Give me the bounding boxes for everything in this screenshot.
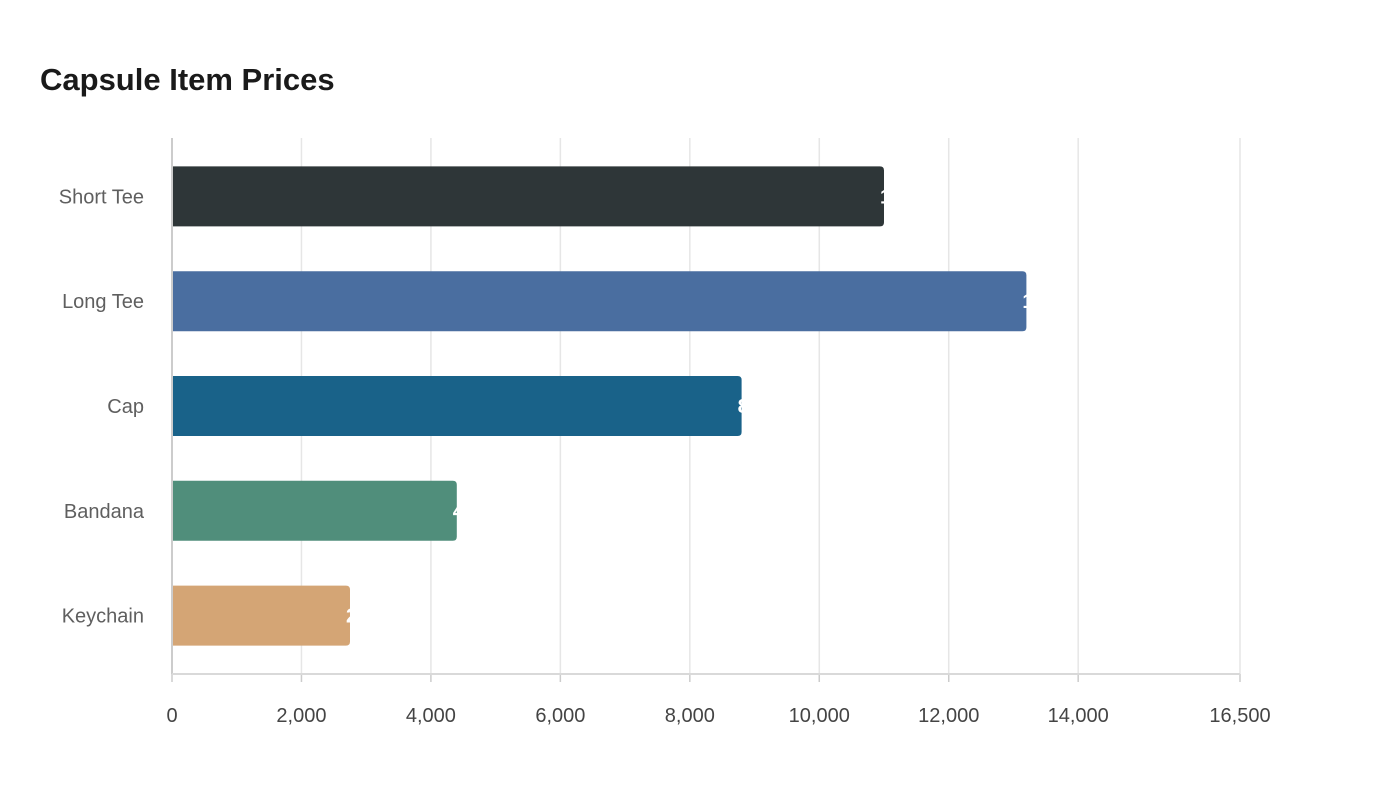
bar — [172, 376, 742, 436]
category-label: Long Tee — [62, 291, 144, 313]
data-label: 2 — [346, 606, 357, 628]
x-tick-label: 6,000 — [535, 705, 585, 727]
x-tick-label: 0 — [166, 705, 177, 727]
x-tick-label: 8,000 — [665, 705, 715, 727]
category-label: Short Tee — [59, 186, 144, 208]
x-tick-label: 4,000 — [406, 705, 456, 727]
data-label: 1 — [1022, 291, 1033, 313]
data-label: 4 — [453, 501, 465, 523]
chart-title: Capsule Item Prices — [40, 62, 335, 97]
bars — [172, 166, 1027, 646]
bar — [172, 271, 1027, 332]
axes: 0 2,000 4,000 6,000 8,000 10,000 12,000 14,000 1… — [59, 138, 1271, 727]
x-tick-label: 14,000 — [1048, 705, 1109, 727]
data-label: 1 — [880, 186, 891, 208]
category-label: Cap — [107, 396, 144, 418]
category-label: Keychain — [62, 606, 144, 628]
bar — [172, 166, 884, 227]
x-tick-label: 12,000 — [918, 705, 979, 727]
data-labels: 1 1 8 4 2 — [346, 186, 1034, 627]
category-label: Bandana — [64, 501, 145, 523]
x-tick-label: 10,000 — [789, 705, 850, 727]
x-tick-label: 16,500 — [1209, 705, 1270, 727]
bar — [172, 480, 457, 541]
data-label: 8 — [738, 396, 749, 418]
x-tick-label: 2,000 — [276, 705, 326, 727]
bar — [172, 585, 350, 646]
